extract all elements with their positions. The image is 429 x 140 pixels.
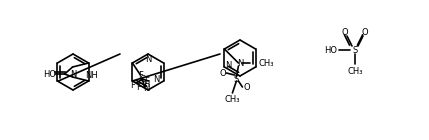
Text: H: H [143, 80, 149, 88]
Text: CH₃: CH₃ [225, 95, 240, 104]
Text: C: C [139, 74, 145, 83]
Text: O: O [362, 27, 369, 37]
Text: CH₃: CH₃ [347, 66, 363, 75]
Text: N: N [145, 54, 151, 64]
Text: CH₃: CH₃ [258, 59, 274, 67]
Text: HO: HO [324, 46, 338, 54]
Text: O: O [341, 27, 348, 37]
Text: F: F [136, 82, 141, 92]
Text: N: N [225, 60, 232, 69]
Text: N: N [237, 59, 244, 67]
Text: S: S [234, 74, 239, 83]
Text: N: N [153, 74, 160, 83]
Text: NH: NH [85, 71, 97, 80]
Text: F: F [138, 71, 143, 80]
Text: O: O [219, 68, 226, 78]
Text: F: F [130, 80, 135, 89]
Text: HO: HO [43, 69, 56, 79]
Text: F: F [144, 76, 149, 86]
Text: O: O [243, 82, 250, 92]
Text: S: S [352, 46, 358, 54]
Text: N: N [70, 69, 77, 79]
Text: N: N [143, 83, 149, 93]
